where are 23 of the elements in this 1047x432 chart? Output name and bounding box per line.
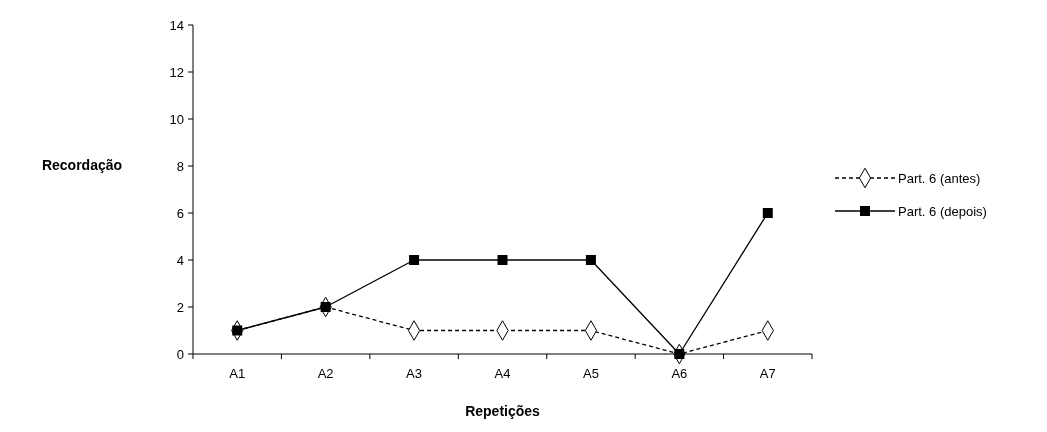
x-tick-label: A7 bbox=[759, 366, 776, 381]
point bbox=[762, 208, 773, 218]
legend-label: Part. 6 (depois) bbox=[898, 203, 987, 219]
y-tick-label: 4 bbox=[176, 252, 184, 268]
x-axis-title: Repetições bbox=[465, 403, 541, 419]
y-tick-label: 2 bbox=[176, 299, 184, 315]
point bbox=[585, 255, 596, 265]
y-tick-label: 10 bbox=[169, 111, 184, 127]
x-tick-label: A4 bbox=[494, 366, 511, 381]
x-tick-label: A3 bbox=[406, 366, 423, 381]
y-tick-label: 12 bbox=[169, 64, 184, 80]
legend-label: Part. 6 (antes) bbox=[898, 170, 981, 186]
x-tick-label: A2 bbox=[317, 366, 334, 381]
y-tick-label: 8 bbox=[176, 158, 184, 174]
x-tick-label: A5 bbox=[582, 366, 599, 381]
point bbox=[497, 255, 508, 265]
point bbox=[409, 255, 420, 265]
y-axis-title: Recordação bbox=[41, 157, 123, 173]
y-tick-label: 6 bbox=[176, 205, 184, 221]
x-tick-label: A1 bbox=[229, 366, 246, 381]
y-tick-label: 14 bbox=[169, 17, 184, 33]
y-tick-label: 0 bbox=[176, 346, 184, 362]
x-tick-label: A6 bbox=[671, 366, 688, 381]
